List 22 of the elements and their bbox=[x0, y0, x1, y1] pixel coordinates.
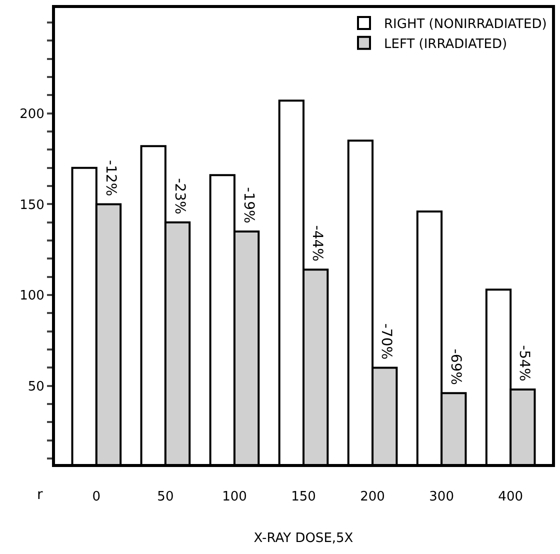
x-tick-label: 150 bbox=[291, 490, 316, 505]
annotation: -23% bbox=[172, 178, 188, 214]
x-axis-title: X-RAY DOSE,5X bbox=[254, 531, 354, 546]
annotation: -19% bbox=[240, 187, 257, 224]
annotation: -70% bbox=[378, 323, 394, 360]
x-tick-label: 200 bbox=[360, 490, 385, 505]
annotation: -12% bbox=[102, 160, 118, 196]
annotation: -69% bbox=[448, 348, 464, 385]
x-tick-label: 300 bbox=[429, 490, 454, 505]
x-tick-label: 100 bbox=[222, 490, 247, 505]
legend-label: RIGHT (NONIRRADIATED) bbox=[384, 17, 547, 32]
y-tick-label: 100 bbox=[20, 288, 44, 304]
annotation: -44% bbox=[308, 225, 325, 262]
x-tick-label: 400 bbox=[498, 490, 523, 505]
y-tick-label: 150 bbox=[20, 198, 44, 213]
legend-label: LEFT (IRRADIATED) bbox=[384, 36, 508, 52]
x-tick-label: 50 bbox=[157, 490, 174, 505]
y-tick-label: 50 bbox=[28, 379, 44, 394]
annotation: -54% bbox=[516, 345, 532, 382]
y-tick-label: 200 bbox=[20, 106, 44, 122]
x-tick-label: 0 bbox=[92, 490, 101, 505]
text: r bbox=[37, 487, 43, 503]
